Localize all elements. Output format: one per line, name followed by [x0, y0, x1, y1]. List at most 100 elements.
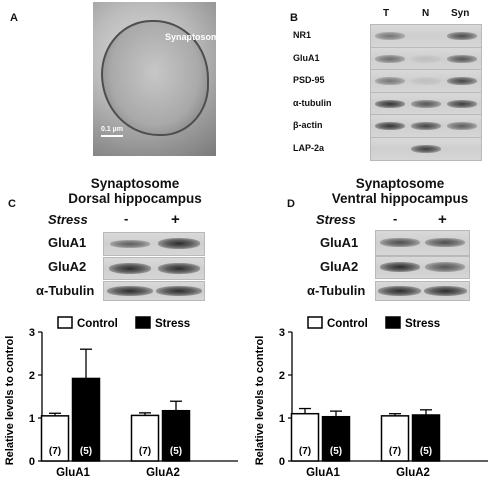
panel-b-row-label: GluA1 — [293, 52, 320, 63]
panel-d-blot-glua2 — [375, 256, 470, 279]
panel-d-stress-label: Stress — [316, 212, 356, 227]
panel-c-legend-swatch — [57, 316, 73, 329]
panel-c-stress-plus: + — [171, 211, 180, 228]
scale-bar-label: 0.1 µm — [101, 126, 123, 133]
panel-d-blot-tubulin — [375, 281, 470, 301]
panel-c-title-line2: Dorsal hippocampus — [68, 191, 202, 206]
panel-c-blot-label-tubulin: α-Tubulin — [36, 283, 95, 298]
band — [447, 54, 477, 63]
panel-b-blot-strip — [370, 91, 482, 116]
band — [411, 99, 441, 108]
panel-c-blot-glua1 — [103, 232, 205, 256]
band — [375, 77, 405, 85]
band — [425, 262, 465, 272]
band — [447, 77, 477, 85]
panel-d-stress-minus: - — [393, 211, 398, 226]
synaptosome-particle — [101, 20, 209, 136]
band — [447, 122, 477, 130]
band — [378, 286, 421, 296]
panel-d-stress-plus: + — [438, 211, 447, 228]
panel-c-title-line1: Synaptosome — [90, 176, 180, 191]
band — [424, 286, 467, 296]
panel-c-n-label: (7) — [49, 446, 61, 457]
panel-d-bar — [321, 415, 351, 462]
panel-c-blot-tubulin — [103, 281, 205, 301]
panel-d-n-label: (7) — [299, 446, 311, 457]
panel-c-blot-label-glua1: GluA1 — [48, 235, 87, 250]
panel-c-y-tick-label: 1 — [29, 413, 35, 425]
panel-d-blot-label-glua1: GluA1 — [320, 235, 359, 250]
band — [447, 32, 477, 40]
panel-d-blot-glua1 — [375, 230, 470, 256]
band — [411, 144, 441, 153]
panel-c-x-tick-label: GluA2 — [146, 467, 180, 479]
panel-b-blot-strip — [370, 24, 482, 48]
panel-c-bar — [40, 415, 70, 462]
panel-d-bar — [290, 412, 320, 462]
panel-d-y-tick-label: 3 — [279, 327, 285, 339]
panel-c-n-label: (7) — [139, 446, 151, 457]
band — [109, 263, 151, 274]
panel-b-row-label: LAP-2a — [293, 142, 325, 153]
panel-d-legend-label: Stress — [405, 318, 440, 330]
col-label-total: T — [383, 8, 390, 19]
panel-b-blot-strip — [370, 114, 482, 138]
panel-d-bar — [380, 415, 410, 462]
panel-c-blot-glua2 — [103, 257, 205, 280]
panel-c-y-axis-label: Relative levels to control — [4, 336, 16, 466]
panel-c-x-tick-label: GluA1 — [56, 467, 90, 479]
panel-d-legend-swatch — [307, 316, 323, 329]
panel-d-y-tick-label: 1 — [279, 413, 285, 425]
panel-b-row-label: β-actin — [293, 120, 323, 130]
panel-d-title-line2: Ventral hippocampus — [331, 191, 469, 206]
col-label-synaptosome: Syn — [451, 8, 470, 19]
panel-b-row-label: α-tubulin — [293, 97, 332, 108]
panel-d-bar-chart: Relative levels to control 0 1 2 3 Control Str… — [254, 316, 488, 479]
panel-b-row-label: PSD-95 — [293, 75, 325, 85]
panel-c-y-tick-label: 3 — [29, 327, 35, 339]
panel-d-title: Synaptosome Ventral hippocampus — [305, 176, 495, 206]
band — [110, 240, 150, 248]
panel-a-label: A — [10, 12, 18, 24]
panel-d-n-label: (7) — [389, 446, 401, 457]
panel-c-bar — [130, 414, 160, 462]
panel-c-y-tick-label: 2 — [29, 370, 35, 382]
panel-d-title-line1: Synaptosome — [355, 176, 445, 191]
panel-d-bar — [411, 414, 441, 462]
electron-micrograph: Synaptosome 0.1 µm — [93, 2, 224, 156]
panel-b-row-label: NR1 — [293, 30, 312, 40]
band — [411, 77, 441, 85]
band — [375, 122, 405, 130]
panel-d-legend-swatch — [385, 316, 401, 329]
panel-c-n-label: (5) — [80, 446, 92, 457]
panel-c-stress-minus: - — [124, 211, 129, 226]
panel-d-y-tick-label: 0 — [279, 456, 285, 468]
panel-c-n-label: (5) — [170, 446, 182, 457]
band — [375, 32, 405, 40]
band — [158, 263, 200, 274]
panel-b-blot-strip — [370, 136, 482, 161]
band — [156, 286, 202, 296]
panel-d-blot-label-tubulin: α-Tubulin — [307, 283, 366, 298]
panel-d-y-tick-label: 2 — [279, 370, 285, 382]
band — [411, 54, 441, 63]
panel-d-y-axis-label: Relative levels to control — [254, 336, 266, 466]
band — [425, 238, 465, 247]
col-label-nuclear: N — [422, 8, 430, 19]
band — [375, 99, 405, 108]
panel-c-bar-chart: Relative levels to control 0 1 2 3 Control Str… — [4, 316, 238, 479]
micrograph-text: Synaptosome — [165, 32, 225, 42]
panel-b-label: B — [290, 12, 298, 24]
panel-d-n-label: (5) — [330, 446, 342, 457]
panel-d-x-tick-label: GluA1 — [306, 467, 340, 479]
band — [158, 238, 200, 249]
panel-d-blot-label-glua2: GluA2 — [320, 259, 359, 274]
band — [411, 122, 441, 130]
panel-c-legend-label: Control — [77, 318, 118, 330]
panel-d-label: D — [287, 198, 295, 210]
band — [447, 99, 477, 108]
panel-c-label: C — [8, 198, 16, 210]
panel-c-title: Synaptosome Dorsal hippocampus — [35, 176, 235, 206]
scale-bar — [101, 135, 123, 137]
panel-c-blot-label-glua2: GluA2 — [48, 259, 87, 274]
